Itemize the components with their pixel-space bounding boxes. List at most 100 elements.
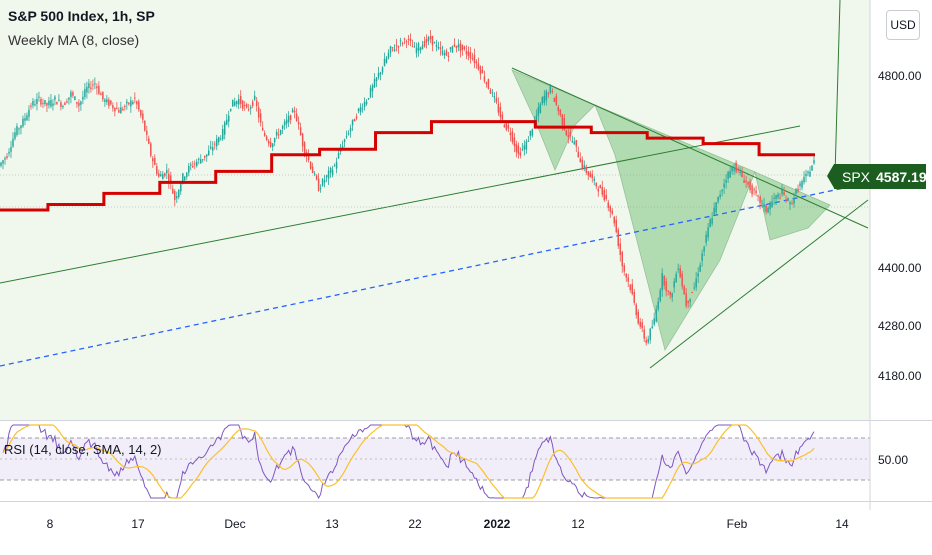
candle-body bbox=[575, 140, 578, 147]
candle-body bbox=[172, 188, 174, 194]
candle-body bbox=[663, 275, 665, 286]
candle-body bbox=[301, 133, 304, 147]
candle-body bbox=[213, 143, 216, 145]
candle-body bbox=[357, 108, 360, 112]
candle-body bbox=[523, 145, 526, 150]
candle-body bbox=[168, 173, 170, 183]
candle-body bbox=[423, 41, 426, 47]
candle-body bbox=[591, 174, 594, 179]
candle-body bbox=[477, 63, 480, 70]
candle-body bbox=[611, 210, 613, 214]
candle-body bbox=[283, 121, 286, 126]
candle-body bbox=[98, 85, 100, 94]
candle-body bbox=[569, 131, 572, 137]
trendline-rising[interactable] bbox=[0, 125, 801, 284]
candle-body bbox=[571, 141, 574, 143]
candle-body bbox=[188, 166, 190, 173]
candle-body bbox=[541, 97, 544, 104]
rsi-tick-50: 50.00 bbox=[878, 453, 908, 467]
candle-body bbox=[453, 44, 456, 47]
candle-body bbox=[174, 191, 176, 200]
currency-button[interactable]: USD bbox=[886, 10, 920, 40]
candle-body bbox=[227, 115, 230, 122]
candle-body bbox=[369, 87, 372, 98]
candle-body bbox=[615, 219, 617, 233]
indicator-legend[interactable]: Weekly MA (8, close) bbox=[8, 32, 140, 48]
candle-body bbox=[50, 99, 52, 107]
candle-body bbox=[393, 48, 396, 52]
candle-body bbox=[809, 171, 811, 177]
trendline-support[interactable] bbox=[649, 199, 869, 369]
candle-body bbox=[62, 106, 64, 108]
candle-body bbox=[731, 167, 733, 172]
candle-body bbox=[44, 100, 46, 105]
candle-body bbox=[331, 169, 334, 175]
candle-body bbox=[563, 117, 566, 130]
candle-body bbox=[795, 188, 797, 194]
trendline-falling[interactable] bbox=[511, 67, 869, 229]
candle-body bbox=[279, 130, 282, 135]
candle-body bbox=[72, 92, 74, 96]
candle-body bbox=[269, 142, 272, 147]
rsi-legend[interactable]: RSI (14, close, SMA, 14, 2) bbox=[4, 442, 162, 457]
candle-body bbox=[669, 292, 671, 296]
candle-body bbox=[325, 175, 328, 178]
candle-body bbox=[399, 40, 402, 42]
candle-body bbox=[30, 105, 32, 107]
candle-body bbox=[765, 205, 767, 212]
candle-body bbox=[547, 93, 550, 95]
candle-body bbox=[273, 138, 276, 143]
candle-body bbox=[40, 99, 42, 105]
candlestick-series bbox=[0, 29, 815, 346]
candle-body bbox=[647, 338, 649, 343]
candle-body bbox=[545, 91, 548, 101]
candle-body bbox=[653, 318, 655, 325]
candle-body bbox=[215, 138, 218, 147]
candle-body bbox=[132, 101, 134, 104]
candle-body bbox=[343, 139, 346, 143]
candle-body bbox=[695, 278, 697, 288]
trendline-vertical[interactable] bbox=[834, 0, 841, 176]
candle-body bbox=[108, 99, 110, 107]
candle-body bbox=[505, 121, 508, 130]
candle-body bbox=[120, 107, 122, 114]
candle-body bbox=[323, 180, 326, 183]
candle-body bbox=[475, 61, 478, 64]
candle-body bbox=[585, 166, 588, 173]
candle-body bbox=[237, 98, 240, 105]
candle-body bbox=[88, 83, 90, 89]
candle-body bbox=[257, 107, 260, 118]
x-tick-22: 22 bbox=[408, 517, 422, 531]
candle-body bbox=[513, 137, 516, 147]
candle-body bbox=[793, 197, 795, 204]
candle-body bbox=[763, 203, 765, 208]
chart-title[interactable]: S&P 500 Index, 1h, SP bbox=[8, 8, 155, 24]
candle-body bbox=[24, 118, 26, 121]
candle-body bbox=[14, 132, 16, 139]
candle-body bbox=[86, 86, 88, 93]
candle-body bbox=[229, 108, 232, 111]
candle-body bbox=[289, 115, 292, 120]
candle-body bbox=[80, 101, 82, 105]
candle-body bbox=[333, 165, 336, 167]
candle-body bbox=[128, 102, 130, 105]
candle-body bbox=[144, 120, 146, 131]
candle-body bbox=[28, 109, 30, 117]
candle-body bbox=[745, 180, 747, 183]
candle-body bbox=[377, 72, 380, 78]
dashed-trendline[interactable] bbox=[0, 182, 869, 367]
candle-body bbox=[519, 152, 522, 156]
candle-body bbox=[665, 281, 667, 291]
candle-body bbox=[691, 292, 693, 294]
candle-body bbox=[621, 251, 623, 267]
candle-body bbox=[743, 180, 745, 183]
candle-body bbox=[202, 159, 204, 161]
candle-body bbox=[553, 97, 556, 102]
candle-body bbox=[527, 140, 530, 142]
candle-body bbox=[543, 95, 546, 103]
last-price-label: SPX 4587.19 bbox=[827, 164, 927, 189]
candle-body bbox=[741, 171, 743, 177]
candle-body bbox=[263, 132, 266, 136]
